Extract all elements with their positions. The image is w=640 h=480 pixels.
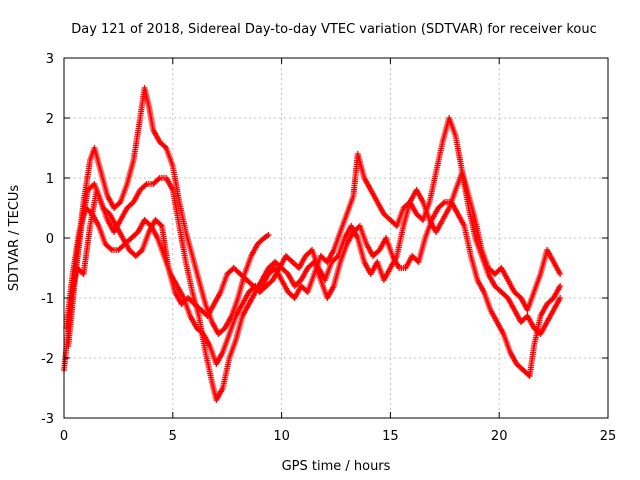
data-point-marker: [557, 283, 564, 289]
y-axis-label: SDTVAR / TECUs: [7, 185, 22, 292]
y-tick-labels: -3 -2 -1 0 1 2 3: [41, 52, 54, 427]
data-point-marker: [557, 271, 564, 277]
data-point-marker: [161, 143, 168, 150]
data-point-marker: [155, 176, 162, 183]
data-point-marker: [440, 200, 447, 207]
chart-title: Day 121 of 2018, Sidereal Day-to-day VTE…: [71, 22, 597, 37]
x-tick-label: 25: [600, 429, 617, 444]
y-tick-label: 3: [46, 52, 54, 67]
x-tick-label: 15: [382, 429, 399, 444]
data-point-marker: [138, 248, 145, 255]
y-tick-label: -1: [41, 292, 54, 307]
data-point-marker: [116, 200, 123, 207]
y-tick-label: 1: [46, 172, 54, 187]
data-point-marker: [157, 221, 164, 228]
data-point-marker: [557, 295, 564, 301]
x-axis-label: GPS time / hours: [282, 459, 391, 474]
axis-ticks: [63, 57, 609, 419]
data-point-marker: [107, 245, 114, 252]
y-tick-label: -2: [41, 352, 54, 367]
x-tick-labels: 0 5 10 15 20 25: [60, 429, 616, 444]
data-point-marker: [333, 254, 340, 261]
x-tick-label: 0: [60, 429, 68, 444]
x-tick-label: 5: [169, 429, 177, 444]
y-tick-label: 0: [46, 232, 54, 247]
x-tick-label: 10: [273, 429, 290, 444]
data-point-marker: [142, 182, 149, 189]
data-point-marker: [265, 232, 272, 238]
x-tick-label: 20: [491, 429, 508, 444]
y-tick-label: 2: [46, 112, 54, 127]
data-points: [61, 85, 564, 403]
y-tick-label: -3: [41, 412, 54, 427]
